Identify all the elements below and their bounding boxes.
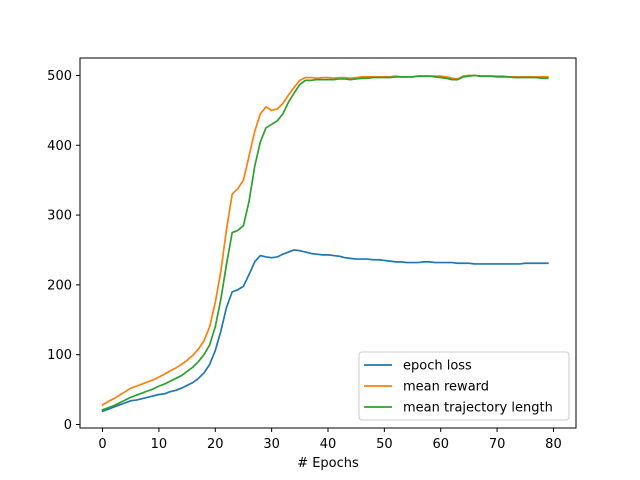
series-line-epoch-loss bbox=[101, 249, 549, 413]
x-tick-label: 50 bbox=[376, 437, 393, 452]
x-axis-label: # Epochs bbox=[297, 456, 359, 471]
y-tick-label: 0 bbox=[64, 418, 72, 433]
x-tick-label: 30 bbox=[263, 437, 280, 452]
x-tick-label: 70 bbox=[489, 437, 506, 452]
x-axis-ticks: 0 10 20 30 40 50 60 70 80 bbox=[98, 428, 562, 452]
legend-label: mean reward bbox=[403, 380, 489, 395]
y-tick-label: 100 bbox=[47, 348, 72, 363]
series-line-mean-trajectory-length bbox=[101, 74, 549, 411]
legend-box bbox=[358, 351, 570, 421]
legend-label: mean trajectory length bbox=[403, 401, 553, 416]
legend-label: epoch loss bbox=[403, 359, 472, 374]
y-axis-ticks: 0 100 200 300 400 500 bbox=[47, 69, 80, 433]
y-tick-label: 200 bbox=[47, 278, 72, 293]
x-tick-label: 0 bbox=[98, 437, 106, 452]
y-tick-label: 300 bbox=[47, 209, 72, 224]
x-tick-label: 40 bbox=[320, 437, 337, 452]
x-tick-label: 60 bbox=[432, 437, 449, 452]
y-tick-label: 500 bbox=[47, 69, 72, 84]
y-tick-label: 400 bbox=[47, 139, 72, 154]
legend: epoch loss mean reward mean trajectory len… bbox=[358, 351, 570, 421]
x-tick-label: 10 bbox=[151, 437, 168, 452]
x-tick-label: 80 bbox=[545, 437, 562, 452]
x-tick-label: 20 bbox=[207, 437, 224, 452]
